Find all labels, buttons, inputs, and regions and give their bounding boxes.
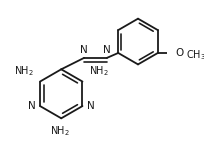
Text: N: N xyxy=(28,101,36,111)
Text: CH$_3$: CH$_3$ xyxy=(186,48,204,61)
Text: NH$_2$: NH$_2$ xyxy=(89,65,109,78)
Text: N: N xyxy=(103,45,111,55)
Text: NH$_2$: NH$_2$ xyxy=(14,65,33,78)
Text: N: N xyxy=(80,45,88,55)
Text: N: N xyxy=(86,101,94,111)
Text: O: O xyxy=(176,48,184,58)
Text: NH$_2$: NH$_2$ xyxy=(50,124,70,138)
